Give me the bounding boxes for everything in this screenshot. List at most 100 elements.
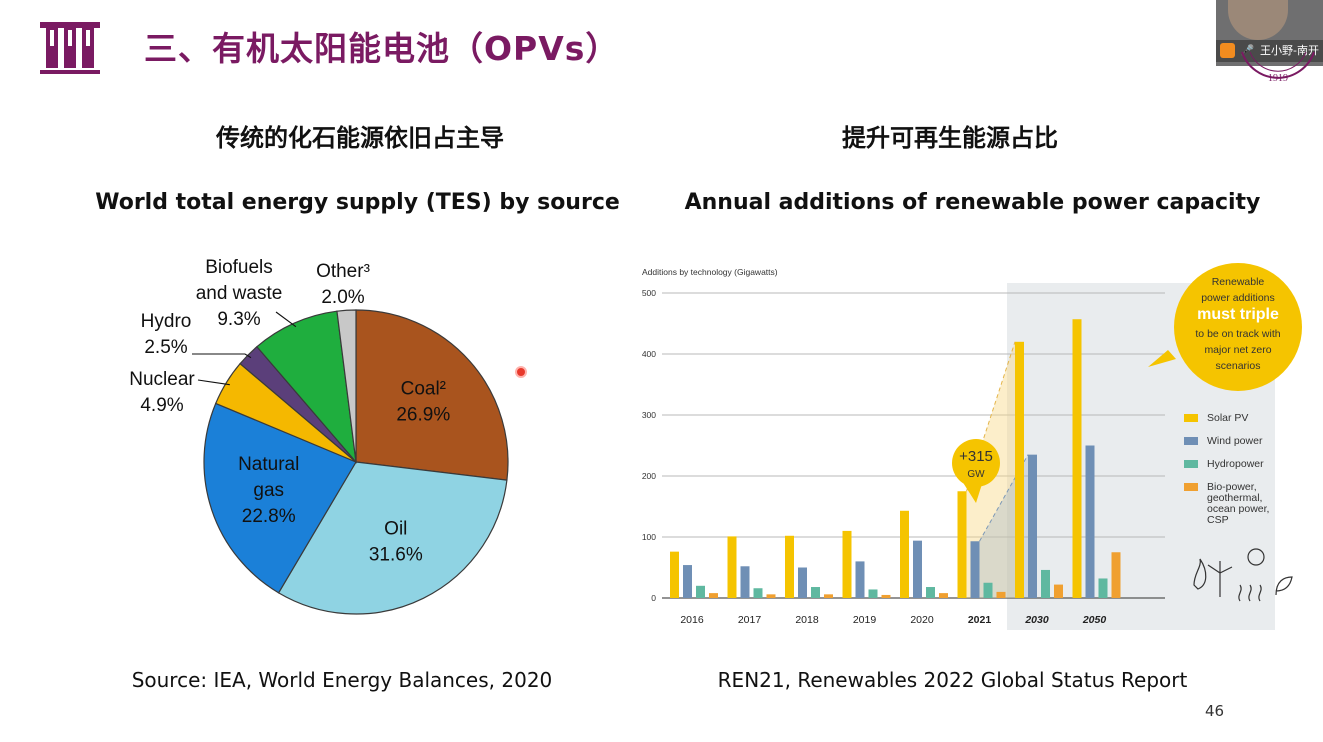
energy-supply-pie-chart: Coal² 26.9% Oil 31.6% Natural gas 22.8% Nuclear…	[129, 257, 509, 615]
slide-title: 三、有机太阳能电池（OPVs）	[144, 29, 620, 68]
bar-hydropower-2016	[696, 585, 705, 598]
bar-wind-2021	[970, 541, 980, 598]
bar-solar-2018	[785, 535, 794, 598]
pie-slice-0	[355, 309, 509, 481]
participant-name: 王小野-南开	[1260, 44, 1319, 57]
legend-label: CSP	[1207, 514, 1229, 526]
pie-value-label: 31.6%	[369, 545, 423, 566]
pie-value-label: 22.8%	[242, 506, 296, 527]
left-subtitle: 传统的化石能源依旧占主导	[216, 124, 504, 152]
increase-label: +315	[959, 448, 993, 465]
pie-category-label: Other³	[316, 261, 370, 282]
x-tick-label: 2016	[680, 614, 704, 626]
bar-wind-2020	[913, 540, 922, 598]
water-drop-icon	[1193, 558, 1207, 590]
x-tick-label: 2021	[968, 614, 992, 626]
pie-category-label: Hydro	[141, 311, 192, 332]
bar-hydropower-2018	[811, 587, 820, 598]
bar-solar-2019	[842, 530, 852, 598]
pie-slice-2	[203, 402, 357, 594]
bar-bio-power-2016	[709, 593, 718, 598]
x-tick-label: 2017	[738, 614, 762, 626]
bar-wind-2018	[798, 567, 807, 598]
wind-turbine-icon	[1207, 561, 1233, 597]
increase-badge	[952, 439, 1000, 487]
pie-leader-line	[197, 379, 230, 386]
bar-hydropower-2050	[1098, 578, 1108, 598]
pie-value-label: 2.5%	[144, 337, 187, 358]
pie-category-label: Oil	[384, 519, 407, 540]
test-tubes-icon	[40, 22, 100, 74]
laser-pointer-dot	[515, 366, 527, 378]
bar-hydropower-2021	[983, 582, 993, 598]
y-tick-label: 300	[642, 410, 656, 420]
bar-solar-2017	[727, 536, 737, 598]
user-icon	[1220, 43, 1235, 58]
callout-bubble	[1174, 263, 1302, 391]
y-tick-label: 100	[642, 532, 656, 542]
bar-solar-2021	[957, 491, 967, 598]
left-source-text: Source: IEA, World Energy Balances, 2020	[131, 668, 553, 692]
bar-solar-2020	[900, 510, 909, 598]
pie-slice-6	[336, 309, 357, 463]
bar-bio-power-2017	[766, 594, 776, 598]
pie-value-label: 9.3%	[217, 309, 260, 330]
university-seal-icon: 1919	[1241, 51, 1315, 84]
bar-bio-power-2030	[1054, 584, 1063, 598]
pie-category-label: Nuclear	[129, 369, 195, 390]
pie-value-label: 26.9%	[396, 404, 450, 425]
legend-label: Bio-power,	[1207, 481, 1257, 493]
y-tick-label: 0	[651, 593, 656, 603]
right-subtitle: 提升可再生能源占比	[842, 124, 1058, 152]
page-number: 46	[1205, 702, 1225, 720]
bar-hydropower-2019	[868, 589, 878, 598]
bar-bio-power-2020	[939, 593, 948, 598]
wind-growth-line	[979, 454, 1029, 542]
pie-chart-title: World total energy supply (TES) by sourc…	[95, 190, 620, 215]
increase-unit: GW	[967, 469, 985, 480]
pie-category-label: Natural	[238, 454, 299, 475]
y-axis-label: Additions by technology (Gigawatts)	[642, 267, 778, 277]
pie-leader-line	[192, 353, 252, 359]
bar-hydropower-2017	[753, 588, 763, 598]
pie-slice-1	[277, 461, 508, 615]
bar-bio-power-2019	[881, 594, 891, 598]
legend-swatch	[1184, 460, 1198, 468]
bar-wind-2016	[683, 565, 692, 598]
bar-solar-2030	[1015, 341, 1024, 598]
pie-leader-line	[275, 311, 297, 328]
bar-bio-power-2018	[824, 594, 833, 598]
legend-swatch	[1184, 414, 1198, 422]
sun-icon	[1247, 548, 1265, 566]
participant-video	[1228, 0, 1288, 40]
pie-slice-5	[256, 310, 357, 464]
callout-text: scenarios	[1216, 360, 1261, 372]
x-tick-label: 2018	[795, 614, 819, 626]
pie-category-label: gas	[253, 480, 284, 501]
bar-solar-2050	[1072, 319, 1082, 598]
renewable-additions-bar-chart: Additions by technology (Gigawatts) 0 100 2…	[642, 263, 1302, 630]
y-tick-label: 500	[642, 288, 656, 298]
bar-hydropower-2020	[926, 587, 935, 598]
bar-wind-2017	[740, 566, 750, 598]
legend-label: ocean power,	[1207, 503, 1269, 515]
x-tick-label: 2020	[910, 614, 934, 626]
legend-label: Hydropower	[1207, 458, 1264, 470]
bar-bio-power-2021	[996, 591, 1006, 598]
seal-year: 1919	[1268, 73, 1288, 84]
pie-value-label: 2.0%	[321, 287, 364, 308]
callout-text: must triple	[1197, 306, 1279, 323]
bar-wind-2030	[1028, 454, 1037, 598]
x-tick-label: 2019	[853, 614, 877, 626]
leaf-icon	[1275, 576, 1293, 596]
callout-text: Renewable	[1212, 276, 1265, 288]
callout-text: to be on track with	[1195, 328, 1280, 340]
legend-label: geothermal,	[1207, 492, 1262, 504]
pie-value-label: 4.9%	[140, 395, 183, 416]
heat-waves-icon	[1238, 584, 1262, 602]
legend-swatch	[1184, 483, 1198, 491]
legend-label: Solar PV	[1207, 412, 1248, 424]
bar-bio-power-2050	[1111, 552, 1121, 598]
y-tick-label: 400	[642, 349, 656, 359]
y-tick-label: 200	[642, 471, 656, 481]
